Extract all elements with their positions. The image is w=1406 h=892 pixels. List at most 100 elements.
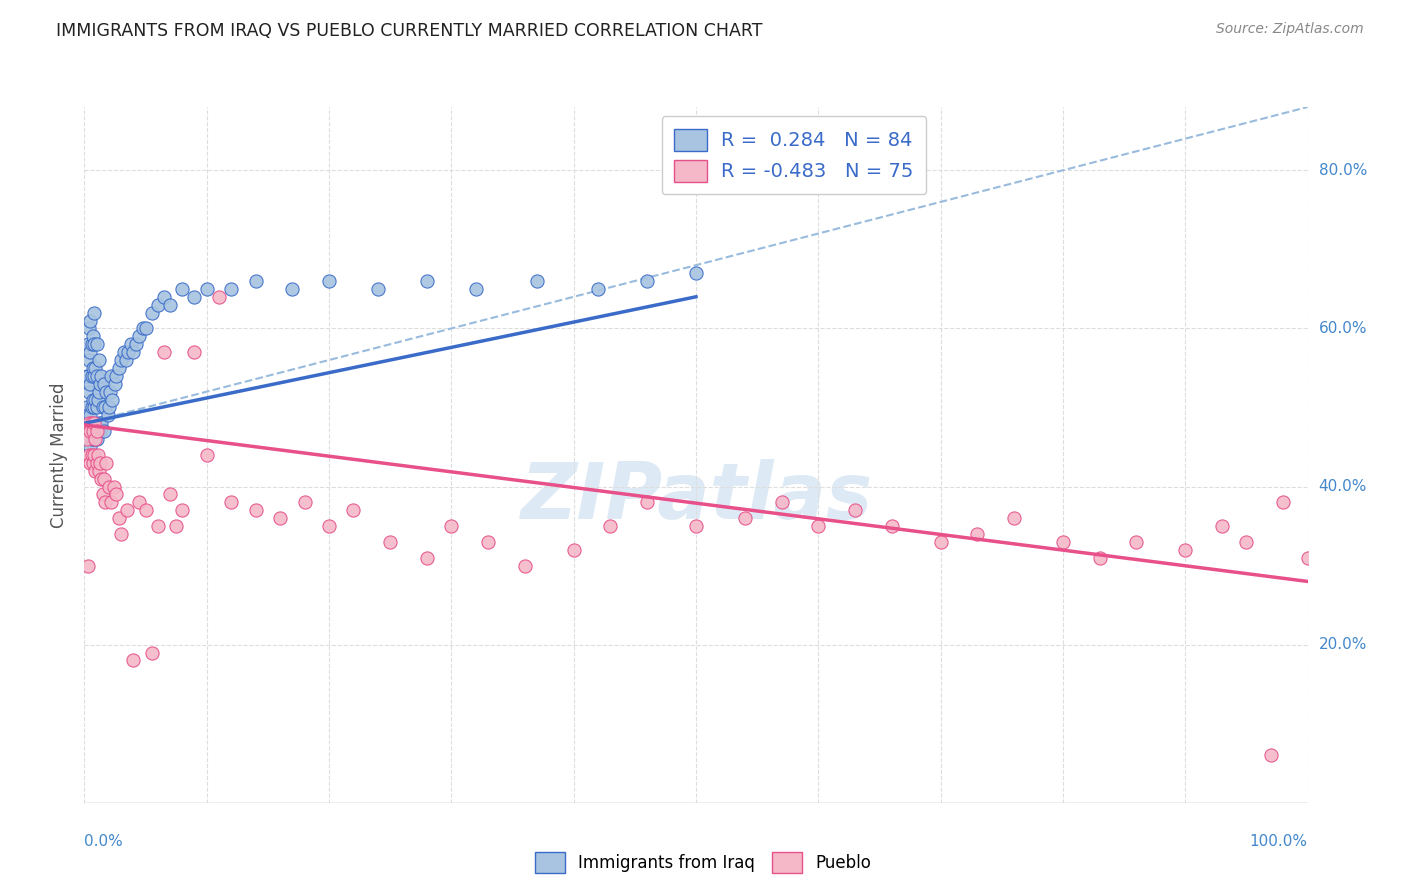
Point [115, 353, 138, 368]
Text: 40.0%: 40.0% [1319, 479, 1367, 494]
Point [526, 274, 548, 288]
Point [844, 503, 866, 517]
Point [269, 511, 291, 525]
Point [79, 440, 101, 454]
Point [685, 266, 707, 280]
Point [107, 511, 129, 525]
Point [318, 519, 340, 533]
Point [342, 503, 364, 517]
Point [98, 384, 121, 399]
Text: Source: ZipAtlas.com: Source: ZipAtlas.com [1216, 22, 1364, 37]
Point [80, 448, 103, 462]
Point [80, 368, 103, 383]
Point [87, 353, 110, 368]
Point [294, 495, 316, 509]
Point [183, 290, 205, 304]
Point [87, 384, 110, 399]
Point [79, 376, 101, 391]
Point [122, 345, 145, 359]
Point [83, 368, 105, 383]
Point [82, 392, 104, 407]
Point [183, 345, 205, 359]
Point [1260, 748, 1282, 763]
Point [83, 432, 105, 446]
Point [77, 417, 100, 431]
Point [477, 534, 499, 549]
Point [97, 401, 120, 415]
Point [141, 305, 163, 319]
Point [90, 368, 112, 383]
Point [1211, 519, 1233, 533]
Point [77, 448, 100, 462]
Point [82, 360, 104, 375]
Point [195, 282, 218, 296]
Text: IMMIGRANTS FROM IRAQ VS PUEBLO CURRENTLY MARRIED CORRELATION CHART: IMMIGRANTS FROM IRAQ VS PUEBLO CURRENTLY… [56, 22, 762, 40]
Point [86, 456, 108, 470]
Point [880, 519, 903, 533]
Point [80, 401, 103, 415]
Point [110, 527, 132, 541]
Point [132, 321, 155, 335]
Point [80, 337, 103, 351]
Point [79, 313, 101, 327]
Point [87, 392, 110, 407]
Point [101, 392, 124, 407]
Point [245, 274, 267, 288]
Point [105, 368, 128, 383]
Point [367, 282, 389, 296]
Point [79, 456, 101, 470]
Point [82, 329, 104, 343]
Point [281, 282, 304, 296]
Point [128, 495, 150, 509]
Point [87, 448, 110, 462]
Point [105, 487, 128, 501]
Point [80, 417, 103, 431]
Point [159, 487, 181, 501]
Point [77, 558, 100, 573]
Point [141, 646, 163, 660]
Point [83, 448, 105, 462]
Y-axis label: Currently Married: Currently Married [51, 382, 69, 528]
Point [96, 384, 118, 399]
Point [1088, 550, 1111, 565]
Point [165, 519, 187, 533]
Point [90, 417, 112, 431]
Point [79, 424, 101, 438]
Point [82, 424, 104, 438]
Point [159, 298, 181, 312]
Point [416, 274, 439, 288]
Point [1174, 542, 1197, 557]
Point [93, 424, 115, 438]
Point [1002, 511, 1025, 525]
Point [93, 376, 115, 391]
Point [76, 432, 98, 446]
Point [380, 534, 402, 549]
Legend: R =  0.284   N = 84, R = -0.483   N = 75: R = 0.284 N = 84, R = -0.483 N = 75 [662, 116, 927, 194]
Point [86, 368, 108, 383]
Point [79, 345, 101, 359]
Point [100, 495, 122, 509]
Point [89, 424, 111, 438]
Point [195, 448, 218, 462]
Point [77, 368, 100, 383]
Point [100, 368, 122, 383]
Point [86, 424, 108, 438]
Point [1125, 534, 1147, 549]
Point [76, 401, 98, 415]
Point [153, 345, 176, 359]
Point [115, 503, 138, 517]
Point [1234, 534, 1257, 549]
Point [82, 456, 104, 470]
Text: 60.0%: 60.0% [1319, 321, 1367, 336]
Point [122, 653, 145, 667]
Point [84, 360, 107, 375]
Point [83, 401, 105, 415]
Text: 20.0%: 20.0% [1319, 637, 1367, 652]
Point [208, 290, 231, 304]
Point [135, 321, 157, 335]
Point [128, 329, 150, 343]
Point [77, 321, 100, 335]
Point [586, 282, 609, 296]
Legend: Immigrants from Iraq, Pueblo: Immigrants from Iraq, Pueblo [529, 846, 877, 880]
Point [416, 550, 439, 565]
